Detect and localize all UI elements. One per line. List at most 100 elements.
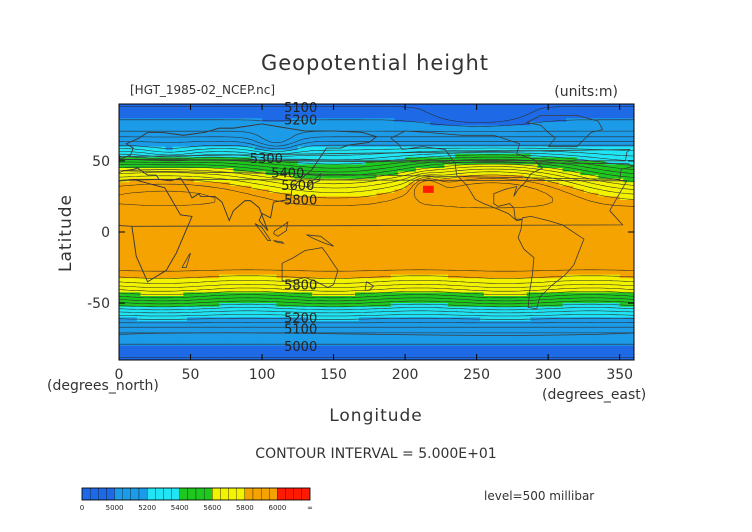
heatmap-cell	[369, 185, 374, 190]
heatmap-cell	[337, 224, 342, 230]
heatmap-cell	[358, 107, 363, 112]
heatmap-cell	[383, 125, 388, 130]
heatmap-cell	[219, 210, 224, 215]
heatmap-cell	[301, 192, 306, 198]
heatmap-cell	[519, 192, 524, 198]
heatmap-cell	[576, 217, 581, 222]
heatmap-cell	[415, 207, 421, 212]
heatmap-cell	[605, 107, 610, 112]
heatmap-cell	[440, 128, 446, 134]
heatmap-cell	[448, 175, 453, 180]
heatmap-cell	[283, 121, 288, 126]
heatmap-cell	[533, 139, 539, 144]
heatmap-cell	[419, 132, 424, 137]
heatmap-cell	[219, 192, 224, 198]
heatmap-cell	[419, 192, 424, 198]
heatmap-cell	[469, 203, 474, 208]
heatmap-cell	[272, 207, 277, 212]
heatmap-cell	[380, 210, 385, 215]
heatmap-cell	[380, 150, 385, 155]
heatmap-cell	[204, 143, 210, 148]
heatmap-cell	[430, 104, 435, 109]
heatmap-cell	[208, 175, 213, 180]
heatmap-cell	[576, 121, 581, 126]
heatmap-cell	[390, 121, 395, 126]
heatmap-cell	[469, 150, 474, 155]
heatmap-cell	[365, 224, 370, 230]
heatmap-cell	[265, 146, 270, 151]
heatmap-cell	[211, 178, 217, 183]
heatmap-cell	[626, 217, 632, 222]
heatmap-cell	[272, 150, 277, 155]
heatmap-cell	[451, 107, 456, 112]
heatmap-cell	[469, 132, 474, 137]
heatmap-cell	[390, 146, 395, 151]
heatmap-cell	[372, 182, 378, 187]
heatmap-cell	[158, 125, 163, 130]
heatmap-cell	[541, 157, 546, 162]
heatmap-cell	[269, 203, 274, 208]
heatmap-cell	[208, 114, 213, 119]
heatmap-cell	[380, 217, 385, 222]
heatmap-cell	[226, 132, 231, 137]
heatmap-cell	[337, 121, 342, 126]
heatmap-cell	[265, 136, 270, 141]
heatmap-cell	[376, 118, 381, 123]
heatmap-cell	[204, 150, 210, 155]
heatmap-cell	[165, 175, 170, 180]
heatmap-cell	[158, 189, 163, 194]
heatmap-cell	[226, 182, 231, 187]
heatmap-cell	[315, 164, 320, 169]
heatmap-cell	[419, 203, 424, 208]
heatmap-cell	[605, 139, 610, 144]
heatmap-cell	[541, 150, 546, 155]
heatmap-cell	[204, 114, 210, 119]
heatmap-cell	[251, 143, 256, 148]
heatmap-cell	[312, 143, 317, 148]
heatmap-cell	[494, 200, 499, 205]
heatmap-cell	[369, 121, 374, 126]
heatmap-cell	[208, 160, 213, 166]
heatmap-cell	[515, 121, 521, 126]
heatmap-cell	[437, 111, 442, 116]
heatmap-cell	[462, 185, 467, 190]
heatmap-cell	[465, 111, 471, 116]
heatmap-cell	[258, 200, 263, 205]
heatmap-cell	[215, 214, 220, 219]
heatmap-cell	[129, 121, 134, 126]
heatmap-cell	[315, 203, 320, 208]
heatmap-cell	[190, 203, 195, 208]
heatmap-cell	[526, 203, 531, 208]
heatmap-cell	[140, 196, 145, 201]
heatmap-cell	[451, 168, 456, 173]
heatmap-cell	[530, 164, 535, 169]
heatmap-cell	[333, 164, 338, 169]
heatmap-cell	[287, 121, 292, 126]
heatmap-cell	[541, 107, 546, 112]
heatmap-cell	[351, 217, 356, 222]
heatmap-cell	[498, 210, 503, 215]
heatmap-cell	[465, 200, 471, 205]
heatmap-cell	[616, 125, 621, 130]
heatmap-cell	[337, 157, 342, 162]
heatmap-cell	[626, 200, 632, 205]
heatmap-cell	[319, 104, 324, 109]
heatmap-cell	[144, 196, 149, 201]
heatmap-cell	[394, 203, 399, 208]
heatmap-cell	[265, 178, 270, 183]
heatmap-cell	[287, 143, 292, 148]
heatmap-cell	[140, 160, 145, 166]
heatmap-cell	[490, 192, 496, 198]
heatmap-cell	[530, 192, 535, 198]
heatmap-cell	[440, 107, 446, 112]
heatmap-cell	[483, 160, 488, 166]
heatmap-cell	[430, 164, 435, 169]
heatmap-cell	[412, 196, 417, 201]
heatmap-cell	[240, 153, 245, 158]
heatmap-cell	[197, 207, 202, 212]
heatmap-cell	[287, 157, 292, 162]
heatmap-cell	[591, 182, 596, 187]
heatmap-cell	[251, 146, 256, 151]
heatmap-cell	[462, 224, 467, 230]
heatmap-cell	[358, 178, 363, 183]
